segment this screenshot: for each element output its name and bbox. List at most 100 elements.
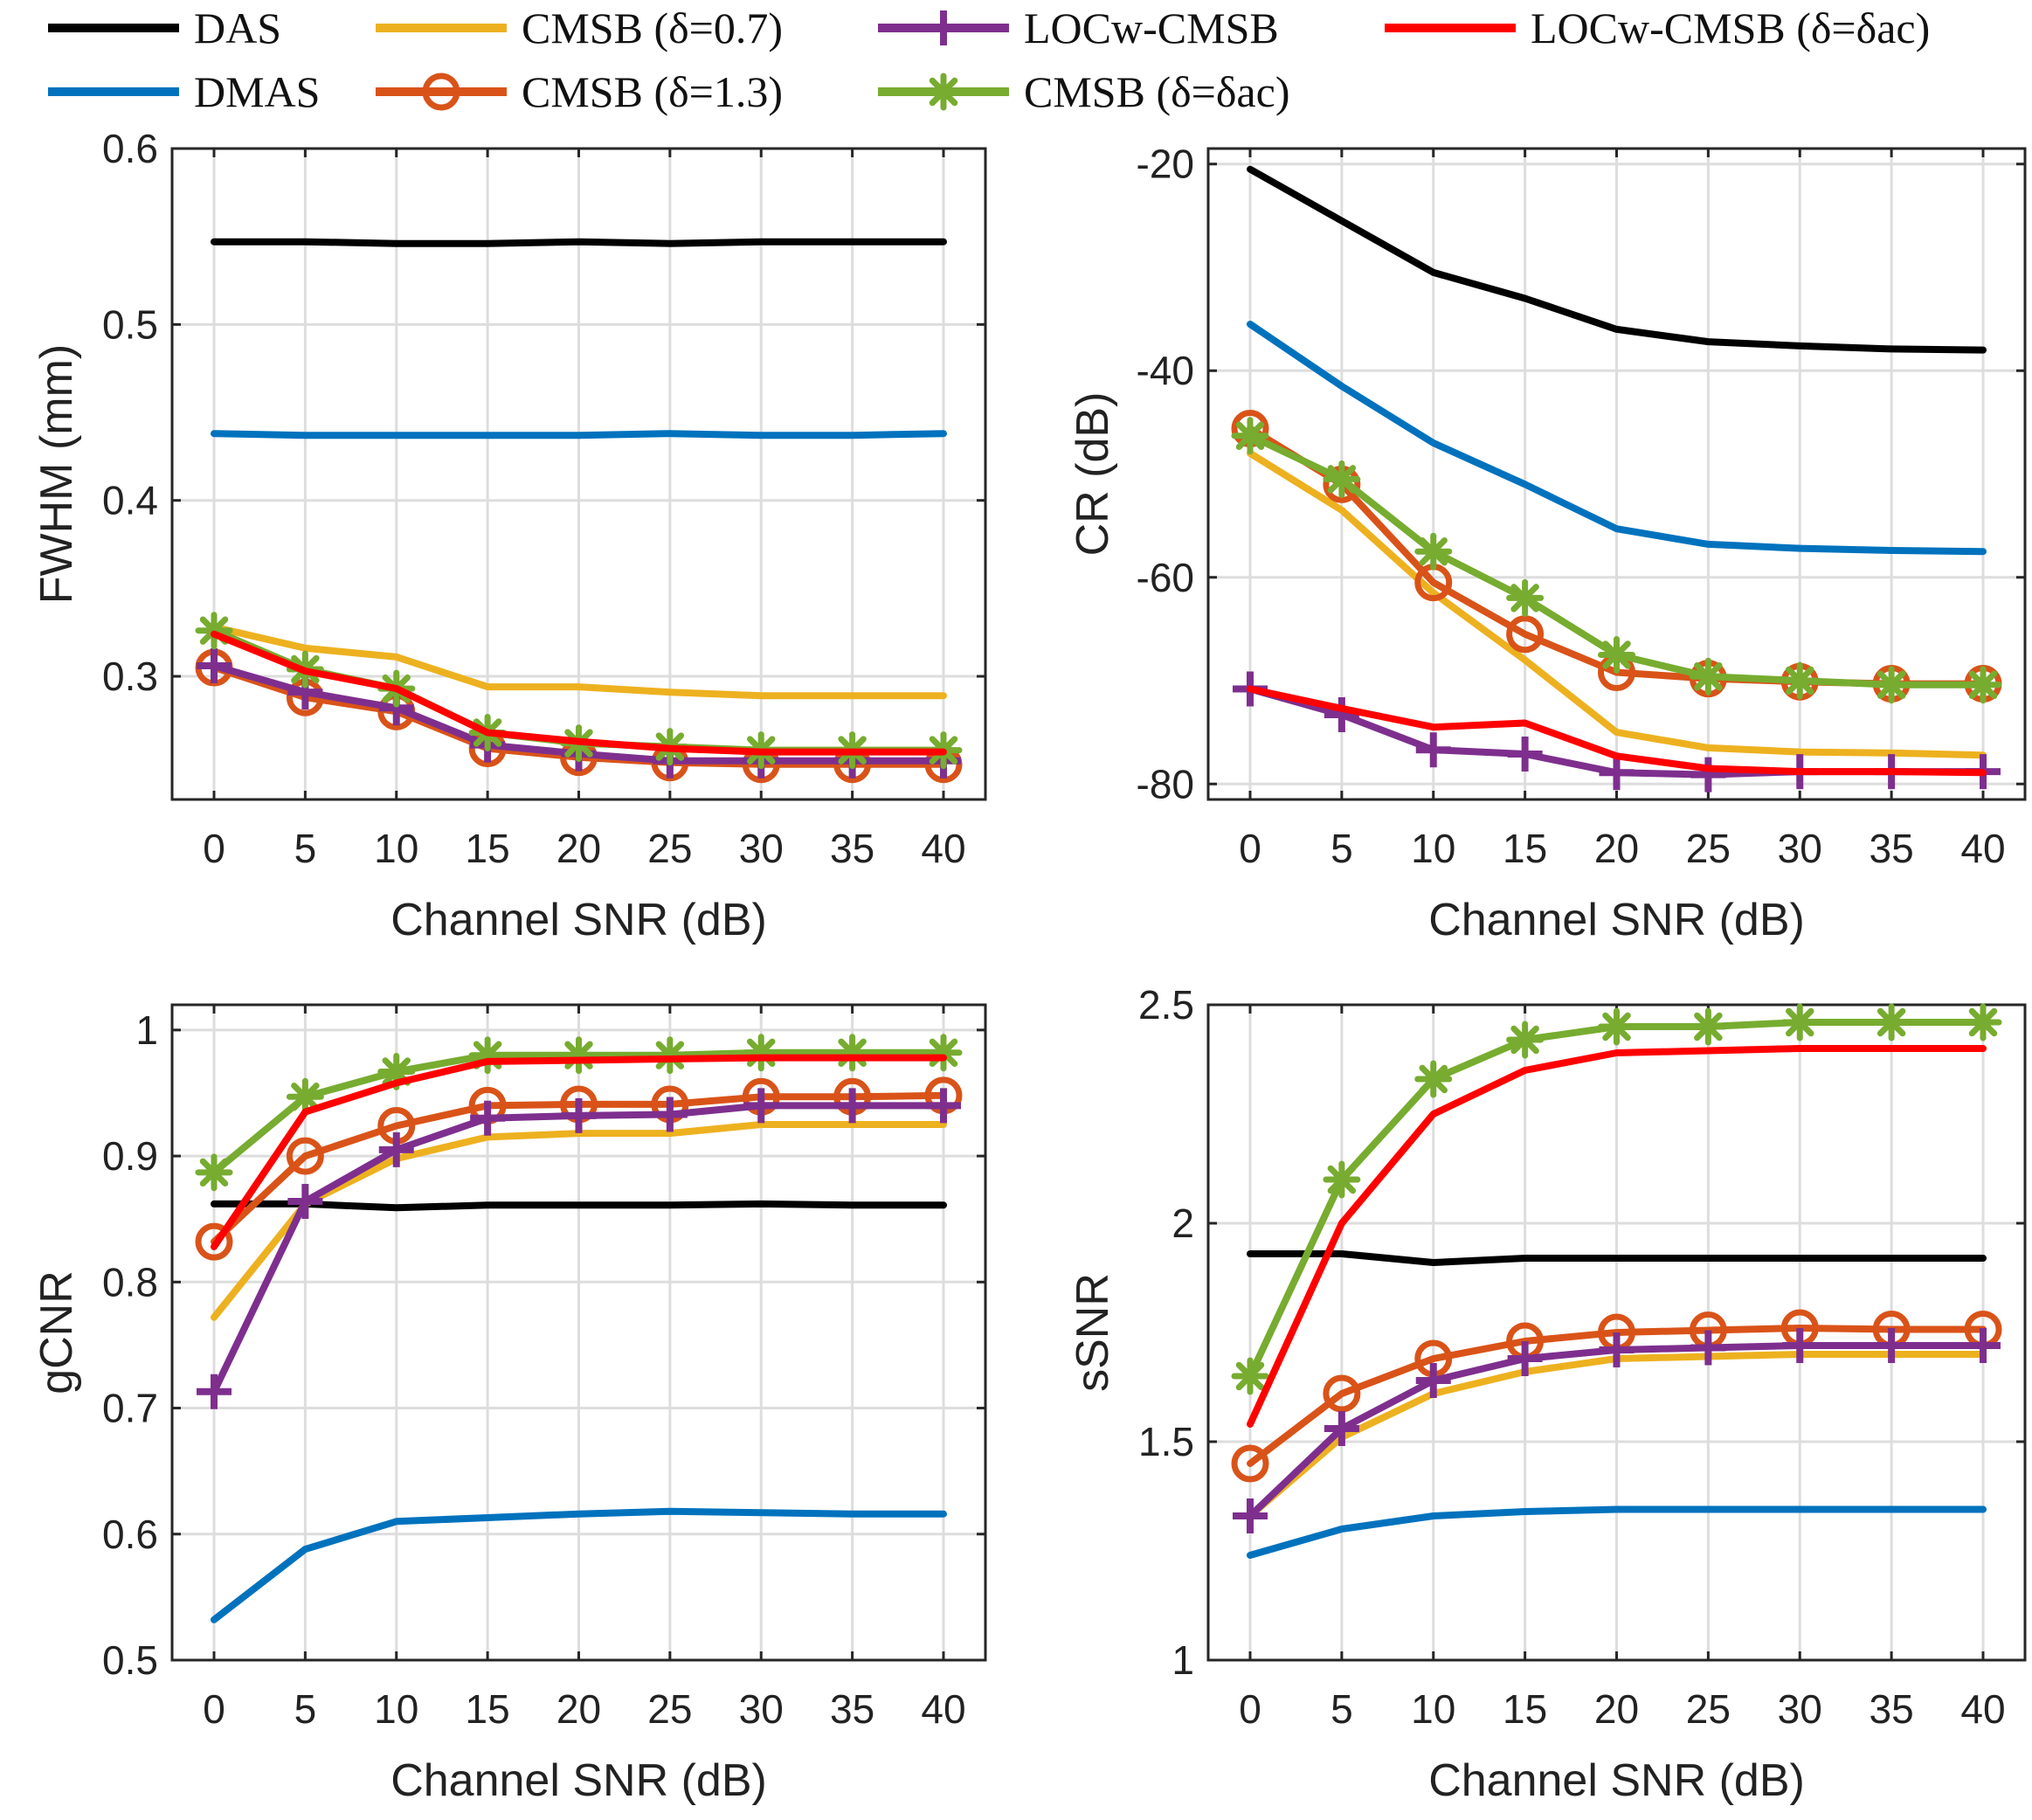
series-line-dmas (1247, 1505, 1987, 1559)
y-tick-label: 0.8 (102, 1259, 158, 1304)
data-point-cmsbac (1964, 666, 2002, 704)
data-point-cmsbac-arm (1602, 1012, 1631, 1041)
x-tick-label: 15 (1503, 1686, 1547, 1732)
data-point-locw (378, 1131, 414, 1167)
data-point-cmsbac (1323, 1160, 1361, 1199)
series-line-dmas (1247, 321, 1987, 556)
legend-label-cmsbac: CMSB (δ=δac) (1024, 67, 1289, 116)
x-tick-label: 30 (1778, 826, 1822, 871)
data-point-cmsbac-arm (1786, 1007, 1814, 1037)
data-point-locw (1599, 1332, 1635, 1367)
data-point-locw (1233, 1498, 1268, 1533)
legend-label-locwac: LOCw-CMSB (δ=δac) (1531, 3, 1930, 52)
data-point-cmsbac (1598, 635, 1635, 674)
data-point-cmsbac-arm (1602, 640, 1631, 669)
x-tick-label: 25 (1686, 1686, 1731, 1732)
data-point-cmsbac-arm (1419, 1064, 1448, 1094)
legend-label-cmsb13: CMSB (δ=1.3) (522, 67, 783, 116)
y-axis-title: FWHM (mm) (31, 344, 82, 604)
series-line-cmsb07 (211, 1121, 947, 1321)
data-point-locw (1966, 1328, 2001, 1363)
x-tick-label: 30 (1778, 1686, 1822, 1732)
x-tick-label: 15 (1503, 826, 1547, 871)
x-tick-label: 20 (1594, 1686, 1639, 1732)
x-tick-label: 25 (647, 1686, 692, 1732)
data-point-cmsbac (1506, 1021, 1545, 1059)
legend-entry-cmsbac: CMSB (δ=δac) (878, 67, 1289, 116)
data-point-cmsbac (195, 1153, 233, 1192)
y-tick-label: 0.7 (102, 1386, 158, 1431)
data-point-locw (1690, 1330, 1726, 1366)
x-tick-label: 0 (203, 1686, 225, 1732)
data-point-locw (287, 1184, 323, 1219)
data-point-locw (1507, 736, 1543, 772)
data-point-locw (1324, 1411, 1359, 1446)
data-point-cmsbac-arm (1694, 1012, 1723, 1041)
data-point-cmsbac-arm (1235, 421, 1265, 450)
legend-entry-das: DAS (48, 3, 281, 52)
data-point-cmsbac (651, 1036, 689, 1075)
data-point-locw (1690, 757, 1726, 792)
data-point-cmsbac (742, 1034, 780, 1072)
y-tick-label: 0.3 (102, 654, 158, 699)
x-tick-label: 35 (830, 826, 874, 871)
series-line-das (1247, 1250, 1987, 1266)
y-tick-label: 1 (1172, 1637, 1194, 1683)
x-tick-label: 0 (203, 826, 225, 871)
x-tick-label: 5 (1330, 1686, 1353, 1732)
series-line-das (211, 1200, 947, 1212)
x-tick-label: 40 (921, 1686, 965, 1732)
data-point-cmsbac-arm (1419, 536, 1448, 566)
y-axis-title: sSNR (1068, 1273, 1118, 1392)
data-point-cmsbac (1414, 1060, 1453, 1098)
x-tick-label: 10 (1411, 1686, 1455, 1732)
data-point-cmsbac-arm (1968, 1007, 1998, 1037)
y-tick-label: 1.5 (1138, 1419, 1194, 1464)
data-point-cmsbac (1689, 1007, 1727, 1046)
x-tick-label: 40 (921, 826, 965, 871)
series-line-locwac (1247, 1045, 1987, 1428)
data-point-cmsbac-arm (655, 1041, 685, 1069)
x-tick-label: 5 (1330, 826, 1353, 871)
data-point-locw (561, 1097, 597, 1133)
data-point-locw (834, 1088, 870, 1124)
data-point-cmsbac-arm (1510, 584, 1539, 612)
data-point-cmsbac-arm (382, 1057, 411, 1086)
panel-4: 0 5 10 15 20 25 30 35 40 1 1.5 2 2.5 Channel SNR (dB)… (1068, 982, 2027, 1806)
series-line-locwac (1247, 685, 1987, 777)
data-point-cmsbac (1598, 1007, 1635, 1046)
x-tick-label: 40 (1960, 1686, 2005, 1732)
data-point-cmsbac (1231, 417, 1269, 455)
series-line-das (211, 238, 947, 247)
data-point-cmsbac-arm (1510, 1025, 1539, 1055)
data-point-cmsbac (1323, 460, 1361, 498)
y-tick-label: 0.5 (102, 1637, 158, 1683)
data-point-locw (743, 1088, 779, 1124)
panel-2: 0 5 10 15 20 25 30 35 40 -20 -40 -60 -80 Channel SNR … (1068, 142, 2027, 945)
data-point-cmsbac-arm (1876, 670, 1906, 699)
x-axis-title: Channel SNR (dB) (391, 895, 767, 945)
x-axis-title: Channel SNR (dB) (1428, 1755, 1805, 1806)
series-group (1231, 1003, 2002, 1559)
data-point-locw (1874, 1328, 1910, 1363)
data-point-cmsbac (286, 1077, 324, 1116)
y-tick-label: 0.5 (102, 301, 158, 347)
y-tick-label: 0.6 (102, 126, 158, 171)
legend-marker-cmsbac-arm (929, 77, 958, 107)
data-point-cmsbac-arm (1327, 465, 1357, 494)
series-line-cmsb07 (1247, 449, 1987, 759)
data-point-cmsbac-arm (1327, 1165, 1357, 1194)
series-group (195, 238, 963, 784)
x-tick-label: 10 (374, 1686, 418, 1732)
series-line-locwac (211, 630, 947, 756)
x-tick-label: 20 (556, 826, 601, 871)
x-tick-label: 20 (556, 1686, 601, 1732)
y-tick-label: 1 (135, 1007, 158, 1053)
data-point-locw (1415, 1363, 1451, 1398)
data-point-cmsbac (1414, 532, 1453, 571)
data-point-locw (1415, 732, 1451, 768)
legend-label-das: DAS (194, 3, 281, 52)
data-point-cmsbac (1780, 1003, 1819, 1041)
series-group (1231, 165, 2002, 792)
